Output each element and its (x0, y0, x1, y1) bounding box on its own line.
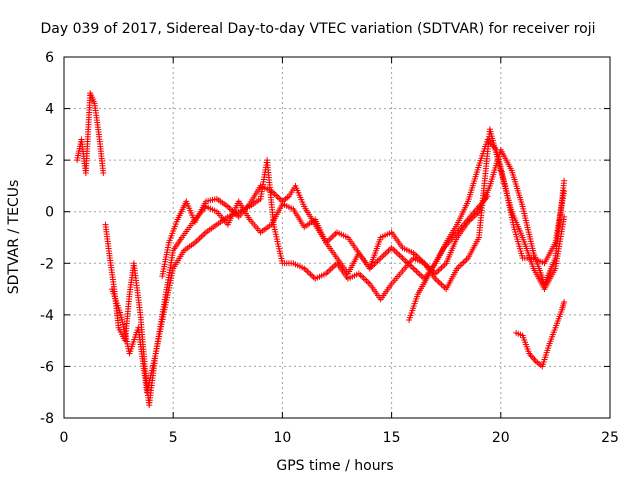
data-point-marker (305, 269, 312, 276)
data-point-marker (413, 268, 420, 275)
data-point-marker (330, 263, 337, 270)
data-point-marker (358, 273, 365, 280)
plot-frame (63, 56, 611, 419)
data-point-marker (433, 269, 440, 276)
data-point-marker (390, 246, 397, 253)
data-points (74, 90, 568, 409)
data-point-marker (360, 275, 367, 282)
data-point-marker (438, 281, 445, 288)
data-point-marker (440, 263, 447, 270)
data-point-marker (408, 263, 415, 270)
data-point-marker (357, 272, 364, 279)
data-point-marker (440, 283, 447, 290)
data-point-marker (327, 235, 334, 242)
data-point-marker (377, 255, 384, 262)
data-point-marker (198, 233, 205, 240)
data-point-marker (530, 355, 537, 362)
data-point-marker (100, 170, 107, 177)
x-tick-label: 25 (601, 430, 619, 446)
x-tick-label: 20 (492, 430, 510, 446)
data-point-marker (463, 256, 470, 263)
y-tick-label: -6 (40, 359, 54, 375)
grid-lines (64, 57, 610, 418)
data-point-marker (441, 284, 448, 291)
data-point-marker (528, 353, 535, 360)
data-point-marker (391, 247, 398, 254)
data-point-marker (273, 192, 280, 199)
data-point-marker (455, 263, 462, 270)
data-point-marker (307, 271, 314, 278)
data-point-marker (330, 232, 337, 239)
data-point-marker (394, 250, 401, 257)
data-point-marker (388, 244, 395, 251)
data-point-marker (458, 261, 465, 268)
y-tick-label: 4 (45, 102, 54, 118)
data-point-marker (436, 280, 443, 287)
data-point-marker (415, 269, 422, 276)
data-point-marker (196, 235, 203, 242)
data-point-marker (484, 193, 491, 200)
y-tick-label: -8 (40, 411, 54, 427)
data-point-marker (327, 266, 334, 273)
data-point-marker (399, 255, 406, 262)
data-point-marker (201, 230, 208, 237)
data-point-marker (561, 298, 568, 305)
data-point-marker (195, 236, 202, 243)
x-tick-label: 15 (383, 430, 401, 446)
data-point-marker (393, 249, 400, 256)
data-point-marker (460, 259, 467, 266)
data-point-marker (329, 233, 336, 240)
data-point-marker (304, 268, 311, 275)
data-point-marker (396, 252, 403, 259)
x-axis-label: GPS time / hours (276, 458, 393, 474)
x-tick-label: 10 (273, 430, 291, 446)
data-point-marker (561, 177, 568, 184)
data-point-marker (457, 262, 464, 269)
data-point-marker (365, 279, 372, 286)
x-tick-label: 5 (169, 430, 178, 446)
data-point-marker (438, 264, 445, 271)
data-point-marker (435, 278, 442, 285)
data-point-marker (531, 356, 538, 363)
data-point-marker (309, 272, 316, 279)
data-point-marker (326, 267, 333, 274)
data-point-marker (373, 259, 379, 266)
data-point-marker (193, 238, 200, 245)
y-tick-label: -4 (40, 308, 54, 324)
data-point-marker (435, 267, 442, 274)
data-point-marker (383, 249, 390, 256)
data-point-marker (329, 264, 336, 271)
y-tick-label: 0 (45, 205, 54, 221)
y-axis-label: SDTVAR / TECUs (6, 180, 22, 295)
data-point-marker (410, 265, 417, 272)
data-point-marker (401, 256, 408, 263)
data-point-marker (418, 272, 425, 279)
y-tick-label: 6 (45, 50, 54, 66)
y-tick-label: 2 (45, 153, 54, 169)
data-point-marker (274, 193, 281, 200)
data-point-marker (382, 250, 389, 257)
data-point-marker (461, 258, 468, 265)
data-point-marker (362, 276, 369, 283)
data-point-marker (397, 253, 404, 260)
y-tick-label: -2 (40, 256, 54, 272)
data-point-marker (433, 277, 440, 284)
data-point-marker (363, 277, 370, 284)
data-point-marker (379, 253, 386, 260)
data-point-marker (416, 271, 423, 278)
chart-title: Day 039 of 2017, Sidereal Day-to-day VTE… (40, 21, 595, 37)
data-point-marker (412, 266, 418, 273)
data-point-marker (226, 205, 233, 212)
data-point-marker (199, 232, 206, 239)
x-tick-label: 0 (60, 430, 69, 446)
data-point-marker (380, 252, 387, 259)
data-point-marker (436, 266, 443, 273)
data-point-marker (385, 247, 392, 254)
data-point-marker (376, 256, 383, 263)
